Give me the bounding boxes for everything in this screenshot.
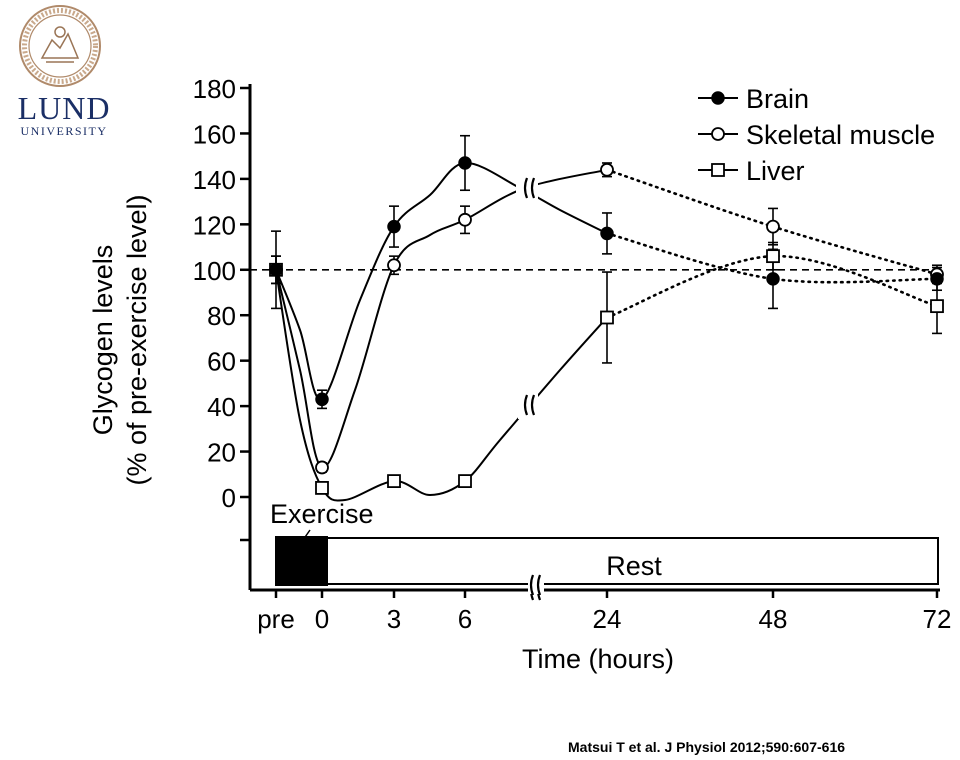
y-tick-label: 40 <box>207 392 236 422</box>
liver-point <box>600 310 614 325</box>
skeletal-muscle-point <box>766 219 780 234</box>
liver-point <box>930 299 944 314</box>
x-axis-title: Time (hours) <box>522 644 674 674</box>
x-tick-label: 0 <box>315 604 329 634</box>
axis-break-mark <box>530 394 536 416</box>
liver-point <box>387 474 401 488</box>
x-tick-label: pre <box>257 604 295 634</box>
logo-name-line1: LUND <box>17 90 111 126</box>
legend-marker-liver <box>711 163 725 177</box>
phase-bar <box>275 529 939 596</box>
chart-axes: 0 20 40 60 80 100 120 140 160 180 pre 0 3 6 24 48 72 <box>193 74 952 634</box>
skeletal-muscle-point <box>600 162 614 177</box>
lund-university-logo: LUND UNIVERSITY <box>8 4 109 138</box>
legend-label-liver: Liver <box>746 156 805 186</box>
axis-break-mark <box>523 394 529 416</box>
rest-label: Rest <box>606 551 662 581</box>
brain-point <box>458 156 472 170</box>
brain-point <box>387 219 401 234</box>
axis-break-mark <box>536 574 542 596</box>
y-tick-label: 0 <box>222 483 236 513</box>
skeletal-muscle-curve <box>275 168 608 469</box>
chart-legend: Brain Skeletal muscle Liver <box>698 84 935 186</box>
y-tick-label: 100 <box>193 256 236 286</box>
brain-point <box>269 263 283 277</box>
logo-wordmark: LUND UNIVERSITY <box>12 92 116 138</box>
rest-bar <box>321 537 939 585</box>
y-axis-title-line2: (% of pre-exercise level) <box>122 194 152 485</box>
legend-label-brain: Brain <box>746 84 809 114</box>
legend-marker-brain <box>711 91 725 105</box>
y-tick-label: 180 <box>193 74 236 104</box>
y-tick-label: 80 <box>207 301 236 331</box>
brain-point <box>600 226 614 241</box>
y-tick-label: 140 <box>193 165 236 195</box>
curve-break-gap <box>518 393 538 419</box>
y-tick-label: 20 <box>207 438 236 468</box>
x-tick-label: 72 <box>923 604 952 634</box>
y-tick-label: 160 <box>193 119 236 149</box>
axis-break-mark <box>530 177 536 199</box>
exercise-pointer <box>302 529 311 541</box>
x-tick-label: 48 <box>759 604 788 634</box>
legend-label-skeletal-muscle: Skeletal muscle <box>746 120 935 150</box>
liver-point <box>766 249 780 264</box>
x-tick-label: 3 <box>387 604 401 634</box>
citation: Matsui T et al. J Physiol 2012;590:607-6… <box>568 739 846 755</box>
logo-name-line2: UNIVERSITY <box>20 124 108 138</box>
skeletal-muscle-point <box>458 212 472 227</box>
y-tick-label: 60 <box>207 347 236 377</box>
brain-point <box>766 272 780 286</box>
y-axis-title-line1: Glycogen levels <box>88 245 118 436</box>
brain-point <box>315 392 329 407</box>
brain-dotted-curve <box>605 232 939 284</box>
axis-break-mark <box>523 177 529 199</box>
x-tick-label: 24 <box>593 604 622 634</box>
liver-point <box>315 481 329 495</box>
chart-marks <box>269 134 944 495</box>
axis-break-mark <box>529 574 535 596</box>
university-seal-icon <box>19 5 101 87</box>
liver-point <box>458 474 472 488</box>
legend-marker-skeletal-muscle <box>711 127 725 141</box>
y-tick-label: 120 <box>193 210 236 240</box>
skeletal-muscle-point <box>315 460 329 475</box>
brain-curve <box>275 161 608 401</box>
brain-point <box>930 272 944 286</box>
exercise-bar <box>275 536 328 586</box>
skeletal-muscle-point <box>387 258 401 273</box>
x-tick-label: 6 <box>458 604 472 634</box>
exercise-label: Exercise <box>270 499 374 529</box>
